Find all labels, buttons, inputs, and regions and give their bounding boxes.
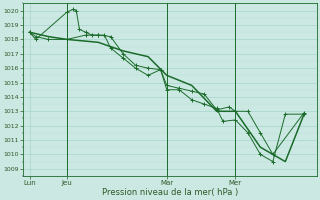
X-axis label: Pression niveau de la mer( hPa ): Pression niveau de la mer( hPa ) (102, 188, 238, 197)
